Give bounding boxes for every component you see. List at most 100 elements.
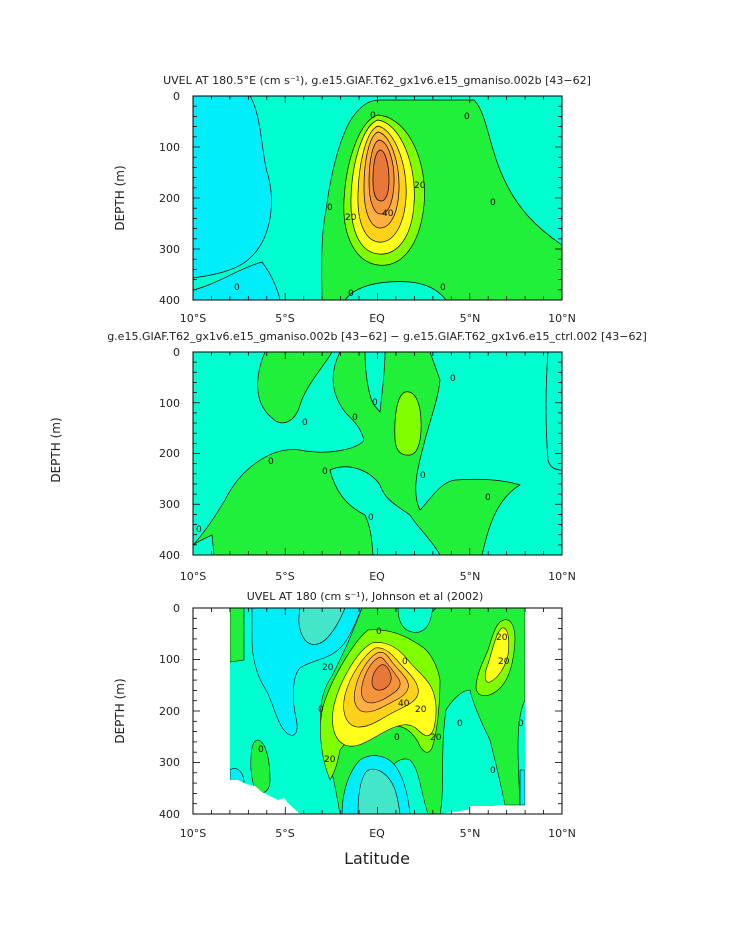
panel-3-ylabel: DEPTH (m) [113, 678, 127, 743]
panel-3-south-negative-inner [357, 768, 401, 814]
panel-2-contour-labels: 0 0 0 0 0 0 0 0 0 0 [196, 374, 491, 535]
panel-3-negative-north [251, 608, 363, 736]
panel-1-x-tick-labels: 10°S 5°S EQ 5°N 10°N [180, 312, 576, 325]
panel-3-east-negative [519, 769, 526, 806]
panel-2-contour-label: 0 [450, 374, 456, 384]
panel-2-contour-fill [193, 352, 562, 555]
panel-2-negative-region-southcentre [329, 466, 441, 555]
panel-3-x-tick-labels: 10°S 5°S EQ 5°N 10°N [180, 827, 576, 840]
panel-3-contour-label: 0 [402, 657, 408, 667]
panel-3-contour-label: 0 [457, 719, 463, 729]
panel-1-contour-labels: 0 0 0 0 0 20 20 40 0 0 [234, 111, 496, 299]
panel-3-contour-label: 0 [490, 766, 496, 776]
panel-1-level-60 [372, 149, 390, 202]
panel-2-xtick: 5°S [275, 570, 294, 583]
panel-3-contour-fill [193, 608, 562, 814]
panel-3-negative-north-inner [298, 608, 346, 645]
panel-2-xtick: 10°N [548, 570, 576, 583]
panel-3-ytick: 200 [159, 705, 180, 718]
panel-2-contour-label: 0 [485, 493, 491, 503]
panel-1-contour-label: 0 [370, 111, 376, 121]
panel-3-xtick: 10°N [548, 827, 576, 840]
panel-2-ytick: 100 [159, 397, 180, 410]
panel-2-ytick: 300 [159, 498, 180, 511]
panel-1-ytick: 0 [173, 90, 180, 103]
panel-3-no-data-edge [230, 780, 300, 814]
panel-1-xtick: 5°N [460, 312, 481, 325]
panel-2-negative-region-centre [355, 352, 386, 413]
panel-3-xtick: 5°S [275, 827, 294, 840]
panel-2: g.e15.GIAF.T62_gx1v6.e15_gmaniso.002b [4… [107, 330, 647, 583]
panel-2-negative-region-west [193, 352, 365, 546]
panel-1-ytick: 100 [159, 141, 180, 154]
panel-3-contour-label: 20 [322, 663, 334, 673]
panel-3-contour-label: 20 [496, 633, 508, 643]
panel-3: UVEL AT 180 (cm s⁻¹), Johnson et al (200… [113, 590, 576, 868]
panel-2-contour-label: 0 [420, 471, 426, 481]
panel-3-contour-label: 0 [394, 733, 400, 743]
panel-1-contour-label: 0 [490, 198, 496, 208]
panel-3-west-edge-positive [229, 608, 245, 663]
panel-3-ticks [192, 607, 563, 815]
panel-1-contour-fill [193, 96, 562, 300]
panel-3-level-60 [371, 664, 392, 691]
panel-3-contour-label: 0 [518, 719, 524, 729]
panel-3-contour-label: 20 [415, 705, 427, 715]
panel-1-south-lobe-negative [344, 281, 447, 300]
panel-3-contour-labels: 0 0 0 0 20 20 20 40 20 20 0 0 0 0 20 [258, 627, 524, 776]
panel-2-east-edge-negative [545, 352, 562, 471]
panel-3-contour-label: 0 [318, 705, 324, 715]
panel-1-ytick: 300 [159, 243, 180, 256]
panel-3-ytick: 0 [173, 602, 180, 615]
panel-2-xtick: 5°N [460, 570, 481, 583]
panel-1-contour-label: 20 [345, 213, 357, 223]
panel-2-xtick: EQ [369, 570, 385, 583]
panel-2-contour-label: 0 [302, 418, 308, 428]
panel-1-ytick: 400 [159, 294, 180, 307]
panel-3-contour-label: 20 [324, 755, 336, 765]
panel-1-xtick: 10°N [548, 312, 576, 325]
panel-3-ytick: 300 [159, 756, 180, 769]
panel-3-contour-label: 0 [376, 627, 382, 637]
panel-3-title: UVEL AT 180 (cm s⁻¹), Johnson et al (200… [247, 590, 484, 603]
panel-3-contour-label: 40 [398, 699, 410, 709]
panel-3-contour-label: 0 [258, 745, 264, 755]
panel-3-no-data-bottom [470, 806, 525, 814]
panel-2-ytick: 0 [173, 346, 180, 359]
panel-2-xtick: 10°S [180, 570, 206, 583]
panel-2-positive-core [394, 391, 422, 456]
panel-2-contour-label: 0 [368, 513, 374, 523]
panel-1-contour-label: 40 [382, 209, 394, 219]
panel-1-contour-label: 20 [414, 181, 426, 191]
panel-3-xtick: EQ [369, 827, 385, 840]
panel-1-ylabel: DEPTH (m) [113, 165, 127, 230]
panel-1: UVEL AT 180.5°E (cm s⁻¹), g.e15.GIAF.T62… [113, 74, 591, 325]
panel-2-title: g.e15.GIAF.T62_gx1v6.e15_gmaniso.002b [4… [107, 330, 647, 343]
panel-1-y-tick-labels: 0 100 200 300 400 [159, 90, 180, 307]
panel-3-contour-label: 20 [498, 657, 510, 667]
panel-1-contour-label: 0 [464, 112, 470, 122]
panel-3-xtick: 10°S [180, 827, 206, 840]
panel-2-ytick: 400 [159, 549, 180, 562]
panel-1-title: UVEL AT 180.5°E (cm s⁻¹), g.e15.GIAF.T62… [163, 74, 591, 87]
panel-3-ytick: 100 [159, 653, 180, 666]
panel-2-contour-label: 0 [322, 467, 328, 477]
panel-2-contour-label: 0 [352, 413, 358, 423]
panel-2-y-tick-labels: 0 100 200 300 400 [159, 346, 180, 562]
panel-1-contour-label: 0 [327, 203, 333, 213]
panel-1-ticks [192, 95, 563, 301]
panel-1-contour-label: 0 [234, 283, 240, 293]
shared-ylabel: DEPTH (m) [49, 417, 63, 482]
panel-3-ytick: 400 [159, 808, 180, 821]
panel-1-contour-label: 0 [348, 289, 354, 299]
panel-3-xtick: 5°N [460, 827, 481, 840]
panel-1-ytick: 200 [159, 192, 180, 205]
panel-2-x-tick-labels: 10°S 5°S EQ 5°N 10°N [180, 570, 576, 583]
x-axis-label: Latitude [344, 849, 410, 868]
panel-2-ticks [192, 351, 563, 556]
panel-3-contour-label: 20 [430, 733, 442, 743]
panel-3-y-tick-labels: 0 100 200 300 400 [159, 602, 180, 821]
panel-1-xtick: 5°S [275, 312, 294, 325]
panel-1-xtick: 10°S [180, 312, 206, 325]
